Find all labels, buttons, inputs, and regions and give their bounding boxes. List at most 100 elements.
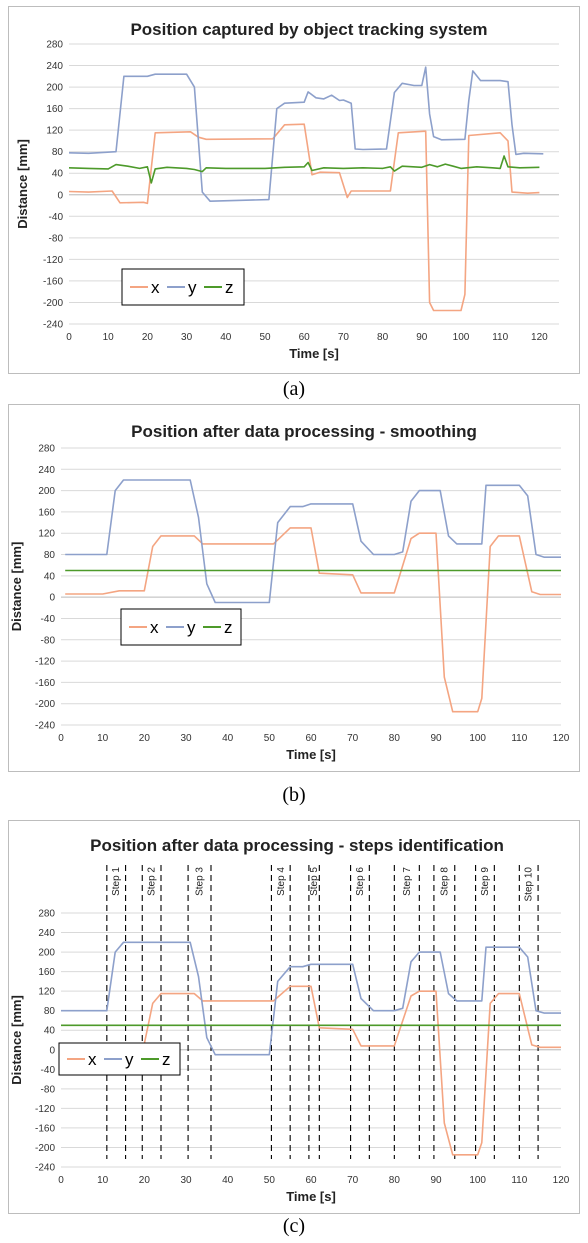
chart-b-series-y-line [65, 479, 561, 604]
chart-a-ytick-label: -160 [43, 276, 63, 287]
chart-a-ylabel: Distance [mm] [15, 139, 30, 229]
chart-c-ytick-label: -120 [35, 1104, 55, 1115]
chart-b-xtick-label: 110 [511, 733, 527, 744]
chart-b-ytick-label: -160 [35, 678, 55, 689]
chart-b-ytick-label: 280 [38, 444, 55, 455]
chart-c-ylabel: Distance [mm] [9, 995, 24, 1085]
chart-a-series-y-line [68, 66, 544, 202]
chart-c-series-x-line [61, 985, 561, 1156]
chart-c-xtick-label: 30 [180, 1175, 192, 1186]
chart-b-series-x-line [65, 527, 561, 713]
chart-c-xtick-label: 80 [389, 1175, 401, 1186]
chart-b-xtick-label: 70 [347, 733, 359, 744]
chart-c-step-label: Step 7 [402, 867, 413, 896]
chart-c-ytick-label: 120 [38, 987, 55, 998]
chart-a-legend-label-y: y [188, 278, 197, 297]
chart-c-ytick-label: 80 [44, 1006, 56, 1017]
chart-b-xtick-label: 30 [180, 733, 192, 744]
chart-c-xtick-label: 120 [553, 1175, 570, 1186]
chart-c-step-label: Step 4 [276, 867, 287, 896]
chart-a-xtick-label: 70 [338, 332, 350, 343]
chart-b-ytick-label: 80 [44, 550, 56, 561]
chart-a-xtick-label: 110 [492, 332, 508, 343]
chart-b-ytick-label: 40 [44, 571, 56, 582]
chart-c-title: Position after data processing - steps i… [90, 836, 504, 855]
chart-b-xtick-label: 40 [222, 733, 234, 744]
chart-c-ytick-label: 40 [44, 1026, 56, 1037]
chart-a-ytick-label: -240 [43, 320, 63, 331]
chart-b-ytick-label: 160 [38, 507, 55, 518]
chart-c-ytick-label: -200 [35, 1143, 55, 1154]
chart-c-step-label: Step 3 [195, 867, 206, 896]
chart-c-xtick-label: 40 [222, 1175, 234, 1186]
chart-a-xlabel: Time [s] [289, 346, 339, 361]
chart-c-step-label: Step 10 [524, 867, 535, 902]
chart-c-ytick-label: 200 [38, 948, 55, 959]
chart-a-ytick-label: 160 [46, 104, 63, 115]
chart-b-xtick-label: 120 [553, 733, 570, 744]
chart-b-ytick-label: 200 [38, 486, 55, 497]
chart-a-title: Position captured by object tracking sys… [130, 20, 487, 39]
chart-b-legend-label-z: z [224, 618, 233, 637]
chart-a-xtick-label: 10 [103, 332, 115, 343]
chart-a-legend-label-x: x [151, 278, 160, 297]
chart-c-legend-label-x: x [88, 1050, 97, 1069]
chart-panel-b: Position after data processing - smoothi… [8, 404, 580, 772]
chart-b-ylabel: Distance [mm] [9, 542, 24, 632]
chart-b-ytick-label: -240 [35, 721, 55, 732]
chart-c-ytick-label: 280 [38, 909, 55, 920]
chart-b-legend-label-x: x [150, 618, 159, 637]
chart-a-ytick-label: -80 [49, 233, 64, 244]
chart-c-ytick-label: 0 [49, 1045, 55, 1056]
chart-c-series-y-line [61, 941, 561, 1056]
chart-c-ytick-label: -240 [35, 1163, 55, 1174]
chart-b-ytick-label: 0 [49, 593, 55, 604]
chart-panel-c: Position after data processing - steps i… [8, 820, 580, 1214]
chart-a-xtick-label: 120 [531, 332, 548, 343]
chart-c-legend-label-y: y [125, 1050, 134, 1069]
chart-b-ytick-label: -200 [35, 699, 55, 710]
chart-c-xtick-label: 10 [97, 1175, 109, 1186]
chart-a-ytick-label: 80 [52, 147, 64, 158]
chart-a-xtick-label: 100 [453, 332, 470, 343]
caption-a: (a) [282, 378, 306, 400]
chart-b-xtick-label: 60 [305, 733, 317, 744]
chart-c-xlabel: Time [s] [286, 1189, 336, 1204]
chart-b-ytick-label: 120 [38, 529, 55, 540]
chart-b-xtick-label: 100 [469, 733, 486, 744]
chart-b-ytick-label: -80 [41, 635, 56, 646]
chart-c-xtick-label: 60 [305, 1175, 317, 1186]
chart-b-ytick-label: -40 [41, 614, 56, 625]
chart-a-ytick-label: -120 [43, 255, 63, 266]
caption-c: (c) [282, 1215, 306, 1237]
chart-a-ytick-label: -200 [43, 298, 63, 309]
chart-c-ytick-label: 240 [38, 928, 55, 939]
chart-b-ytick-label: 240 [38, 465, 55, 476]
chart-c-svg: Position after data processing - steps i… [9, 836, 570, 1204]
chart-a-series-x-line [68, 123, 540, 312]
chart-a-ytick-label: 200 [46, 83, 63, 94]
chart-c-xtick-label: 70 [347, 1175, 359, 1186]
chart-c-step-label: Step 8 [439, 867, 450, 896]
chart-c-step-label: Step 5 [309, 867, 320, 896]
chart-a-ytick-label: 280 [46, 40, 63, 51]
chart-panel-a: Position captured by object tracking sys… [8, 6, 580, 374]
chart-c-step-label: Step 6 [355, 867, 366, 896]
chart-c-ytick-label: -80 [41, 1084, 56, 1095]
chart-c-xtick-label: 0 [58, 1175, 64, 1186]
chart-c-xtick-label: 50 [264, 1175, 276, 1186]
chart-c-xtick-label: 20 [139, 1175, 151, 1186]
chart-b-xtick-label: 90 [430, 733, 442, 744]
chart-b-title: Position after data processing - smoothi… [131, 422, 477, 441]
chart-c-step-label: Step 1 [111, 867, 122, 896]
chart-c-xtick-label: 110 [511, 1175, 527, 1186]
chart-a-xtick-label: 40 [220, 332, 232, 343]
chart-b-svg: Position after data processing - smoothi… [9, 422, 570, 762]
chart-b-xtick-label: 50 [264, 733, 276, 744]
chart-c-ytick-label: -40 [41, 1065, 56, 1076]
chart-a-xtick-label: 0 [66, 332, 72, 343]
chart-b-xtick-label: 0 [58, 733, 64, 744]
chart-a-xtick-label: 80 [377, 332, 389, 343]
chart-b-xlabel: Time [s] [286, 747, 336, 762]
chart-c-xtick-label: 90 [430, 1175, 442, 1186]
